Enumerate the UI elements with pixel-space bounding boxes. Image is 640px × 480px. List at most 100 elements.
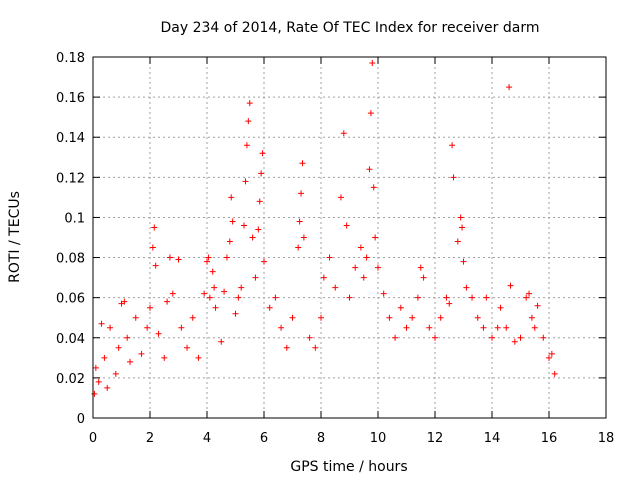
data-point — [295, 244, 302, 251]
data-point — [526, 290, 533, 297]
data-point — [528, 314, 535, 321]
data-point — [454, 238, 461, 245]
data-point — [546, 354, 552, 361]
data-point — [506, 84, 513, 91]
data-point — [296, 218, 303, 225]
data-point — [337, 194, 344, 201]
x-tick-label: 0 — [89, 431, 97, 446]
data-point — [201, 290, 208, 297]
data-point — [243, 142, 250, 149]
data-point — [489, 334, 495, 341]
data-point — [343, 222, 350, 229]
data-point — [221, 288, 228, 295]
data-point — [366, 166, 373, 173]
data-point — [246, 100, 253, 107]
y-tick-label: 0.18 — [56, 51, 85, 66]
data-point — [437, 314, 444, 321]
data-point — [92, 364, 99, 371]
x-axis-label: GPS time / hours — [290, 459, 407, 475]
data-point — [460, 258, 467, 265]
y-axis-label: ROTI / TECUs — [7, 191, 23, 283]
data-point — [409, 314, 416, 321]
data-point — [352, 264, 359, 271]
data-point — [206, 294, 213, 301]
data-point — [306, 334, 313, 341]
x-tick-label: 18 — [598, 431, 615, 446]
y-tick-label: 0.06 — [56, 292, 85, 307]
data-point — [380, 290, 387, 297]
data-point — [252, 274, 259, 281]
data-point — [147, 304, 153, 311]
data-point — [326, 254, 333, 261]
data-point — [266, 304, 273, 311]
data-point — [414, 294, 421, 301]
x-tick-label: 10 — [370, 431, 387, 446]
x-tick-label: 8 — [317, 431, 325, 446]
y-tick-label: 0 — [77, 412, 85, 427]
data-point — [463, 284, 470, 291]
data-point — [449, 142, 456, 149]
data-point — [169, 290, 176, 297]
data-point — [107, 324, 114, 331]
data-point — [369, 60, 376, 67]
data-point — [298, 190, 305, 197]
data-point — [375, 264, 381, 271]
data-point — [483, 294, 490, 301]
data-point — [138, 350, 145, 357]
data-point — [372, 234, 379, 241]
data-point — [480, 324, 487, 331]
data-point — [363, 254, 370, 261]
data-point — [497, 304, 504, 311]
data-point — [91, 390, 98, 397]
data-point — [300, 234, 307, 241]
data-point — [397, 304, 404, 311]
data-point — [432, 334, 438, 341]
data-point — [112, 370, 119, 377]
data-point — [443, 294, 450, 301]
data-point — [127, 358, 134, 365]
data-point — [312, 344, 319, 351]
data-point — [132, 314, 139, 321]
data-point — [245, 118, 252, 125]
data-point — [241, 222, 248, 229]
data-point — [164, 298, 171, 305]
data-point — [255, 226, 262, 233]
y-tick-label: 0.08 — [56, 252, 85, 267]
data-point — [551, 370, 558, 377]
data-point — [403, 324, 410, 331]
data-point — [211, 284, 218, 291]
data-point — [540, 334, 547, 341]
data-point — [503, 324, 510, 331]
data-point — [531, 324, 538, 331]
data-point — [459, 224, 466, 231]
data-point — [474, 314, 481, 321]
data-point — [144, 324, 151, 331]
data-point — [386, 314, 393, 321]
data-point — [340, 130, 347, 137]
data-point — [232, 310, 239, 317]
data-point — [346, 294, 353, 301]
data-point — [357, 244, 364, 251]
axis-ticks: 0 0.02 0.04 0.06 0.08 0.1 0.12 0.14 0.16 0.18 0 2 4 6… — [56, 51, 614, 446]
data-point — [523, 294, 530, 301]
y-tick-label: 0.16 — [56, 91, 85, 106]
data-point — [450, 174, 457, 181]
data-point — [98, 320, 105, 327]
data-point — [299, 160, 306, 167]
data-point — [511, 338, 518, 345]
data-point — [124, 334, 131, 341]
data-point — [420, 274, 427, 281]
y-tick-label: 0.1 — [64, 211, 85, 226]
data-point — [494, 324, 501, 331]
data-point — [278, 324, 285, 331]
y-tick-label: 0.14 — [56, 131, 85, 146]
data-point — [507, 282, 514, 289]
x-tick-label: 14 — [484, 431, 501, 446]
y-tick-label: 0.12 — [56, 171, 85, 186]
data-point — [370, 184, 377, 191]
data-point — [534, 302, 541, 309]
data-point — [548, 350, 555, 357]
data-point — [242, 178, 249, 185]
y-tick-label: 0.04 — [56, 332, 85, 347]
